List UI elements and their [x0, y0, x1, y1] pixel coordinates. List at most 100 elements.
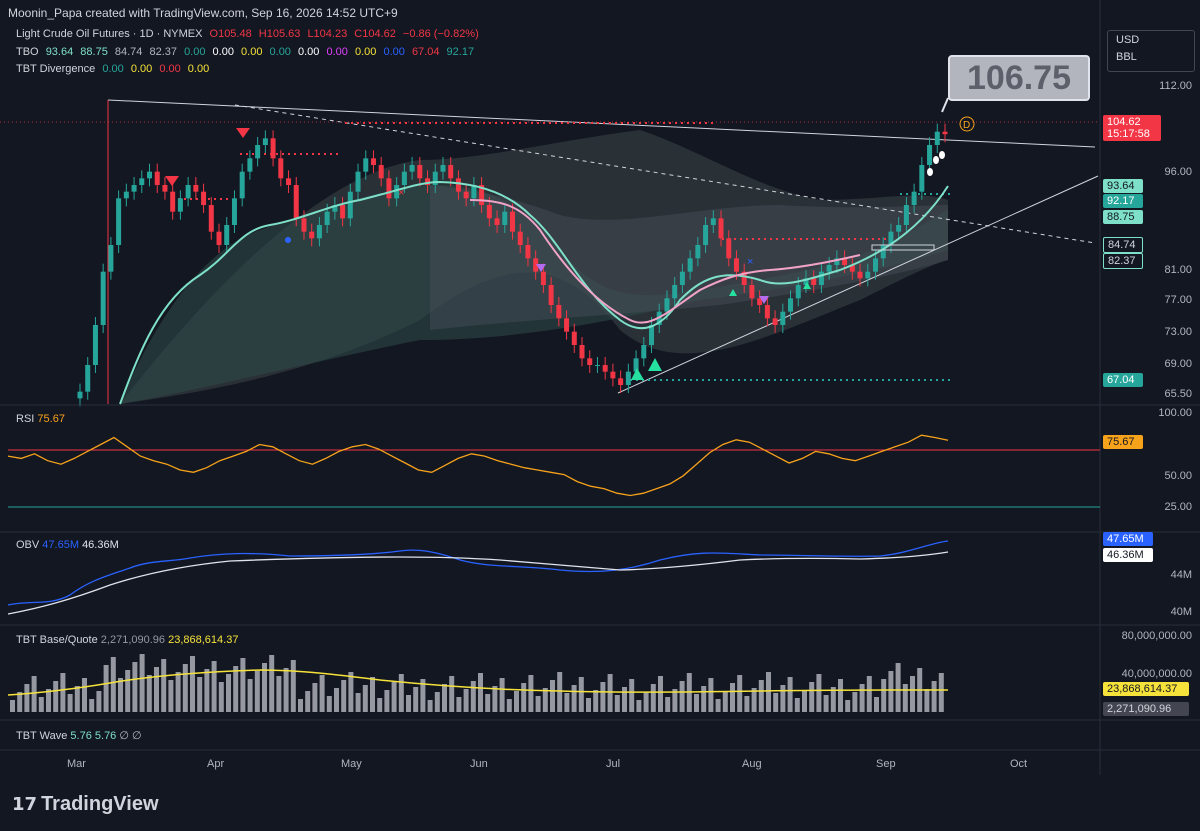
- countdown-value: 15:17:58: [1107, 128, 1150, 140]
- candle-down: [942, 131, 948, 135]
- rsi-tag: 75.67: [1103, 435, 1143, 449]
- candle-up: [788, 298, 794, 312]
- trendline-support: [617, 175, 1099, 394]
- candle-up: [710, 218, 716, 225]
- sell-signal-marker: [165, 176, 179, 186]
- base-quote-bar: [24, 684, 30, 712]
- base-quote-bar: [110, 657, 116, 712]
- base-quote-bar: [355, 693, 361, 712]
- cross-marker: ×: [398, 187, 404, 199]
- white-signal-dot: [927, 168, 933, 176]
- base-quote-bar: [571, 685, 577, 712]
- tbo-cloud-grey: [430, 185, 948, 330]
- x-tick-jun: Jun: [470, 758, 488, 770]
- base-quote-bar: [420, 679, 426, 712]
- base-quote-bar: [204, 669, 210, 712]
- bq-tick: 40,000,000.00: [1121, 668, 1192, 680]
- candle-up: [231, 198, 237, 225]
- low-value: L104.23: [307, 28, 348, 40]
- candle-up: [92, 325, 98, 365]
- base-quote-bar: [874, 697, 879, 712]
- obv-line: [7, 540, 949, 606]
- trendline-dashed: [234, 104, 1096, 244]
- obv-tag-1: 47.65M: [1103, 532, 1153, 546]
- rsi-label: RSI: [16, 413, 35, 425]
- candle-up: [262, 138, 268, 145]
- base-quote-bar: [665, 697, 671, 712]
- base-quote-bar: [694, 694, 699, 712]
- candle-down: [425, 178, 431, 185]
- price-bubble: 106.75: [948, 55, 1090, 101]
- base-quote-bar: [240, 658, 246, 712]
- candle-up: [108, 245, 114, 272]
- rsi-legend[interactable]: RSI 75.67: [16, 413, 65, 425]
- candle-down: [556, 305, 562, 319]
- tbt-div-label: TBT Divergence: [16, 63, 96, 75]
- candle-down: [208, 205, 214, 232]
- tbo-v4: 0.00: [184, 46, 206, 58]
- base-quote-bar: [190, 656, 195, 712]
- candle-up: [780, 311, 786, 325]
- symbol-legend[interactable]: Light Crude Oil Futures · 1D · NYMEX O10…: [16, 28, 483, 40]
- blue-dot-marker: [285, 237, 291, 243]
- tbo-legend[interactable]: TBO 93.64 88.75 84.74 82.37 0.00 0.00 0.…: [16, 46, 478, 58]
- obv-value-1: 47.65M: [42, 539, 79, 551]
- tbt-wave-legend[interactable]: TBT Wave 5.76 5.76 ∅ ∅: [16, 729, 142, 742]
- base-quote-bar: [895, 663, 901, 712]
- candle-up: [703, 225, 709, 245]
- wave-v1: 5.76: [94, 730, 117, 742]
- base-quote-bar: [557, 672, 563, 712]
- candle-down: [842, 258, 848, 265]
- base-quote-bar: [809, 682, 815, 712]
- candle-up: [100, 271, 106, 325]
- candle-down: [610, 371, 616, 379]
- base-quote-bar: [931, 681, 937, 712]
- candle-down: [301, 218, 307, 232]
- candle-up: [324, 211, 330, 225]
- close-value: C104.62: [354, 28, 396, 40]
- base-quote-bar: [17, 692, 23, 712]
- candle-up: [471, 185, 477, 199]
- rsi-tick: 50.00: [1164, 470, 1192, 482]
- price-tick: 77.00: [1164, 294, 1192, 306]
- rsi-line: [7, 434, 949, 497]
- d-marker-ring: [959, 116, 975, 132]
- candle-down: [517, 231, 523, 245]
- x-tick-apr: Apr: [207, 758, 225, 770]
- base-quote-bar: [53, 681, 59, 712]
- base-quote-bar: [823, 695, 829, 712]
- tbt-div-v1: 0.00: [130, 63, 153, 75]
- currency-selector[interactable]: USD BBL: [1107, 30, 1195, 72]
- change-value: −0.86 (−0.82%): [402, 28, 479, 40]
- candle-up: [795, 285, 801, 299]
- tradingview-logo[interactable]: 𝟭𝟳 TradingView: [12, 793, 159, 816]
- base-quote-bar: [182, 664, 188, 712]
- base-quote-histogram: [10, 654, 944, 712]
- obv-legend[interactable]: OBV 47.65M 46.36M: [16, 539, 119, 551]
- base-quote-bar: [276, 676, 282, 712]
- base-quote-bar: [751, 688, 757, 712]
- candle-down: [417, 165, 423, 179]
- candle-down: [386, 178, 392, 199]
- base-quote-bar: [758, 680, 764, 712]
- rsi-value: 75.67: [37, 413, 65, 425]
- candle-down: [772, 318, 778, 325]
- tbt-div-v0: 0.00: [102, 63, 124, 75]
- base-quote-bar: [715, 699, 721, 712]
- base-quote-bar: [852, 692, 858, 712]
- trendline-top: [107, 99, 1096, 148]
- base-quote-bar: [434, 692, 440, 712]
- base-quote-bar: [658, 676, 663, 712]
- base-quote-legend[interactable]: TBT Base/Quote 2,271,090.96 23,868,614.3…: [16, 634, 238, 646]
- d-marker-letter: D: [963, 120, 970, 131]
- base-quote-bar: [470, 681, 476, 712]
- tbo-v10: 0.00: [354, 46, 377, 58]
- tbt-divergence-legend[interactable]: TBT Divergence 0.00 0.00 0.00 0.00: [16, 63, 213, 75]
- x-tick-aug: Aug: [742, 758, 762, 770]
- candle-down: [757, 298, 763, 305]
- candle-up: [401, 171, 407, 185]
- currency-qty: BBL: [1116, 51, 1137, 63]
- candle-down: [510, 211, 515, 232]
- base-quote-bar: [550, 680, 555, 712]
